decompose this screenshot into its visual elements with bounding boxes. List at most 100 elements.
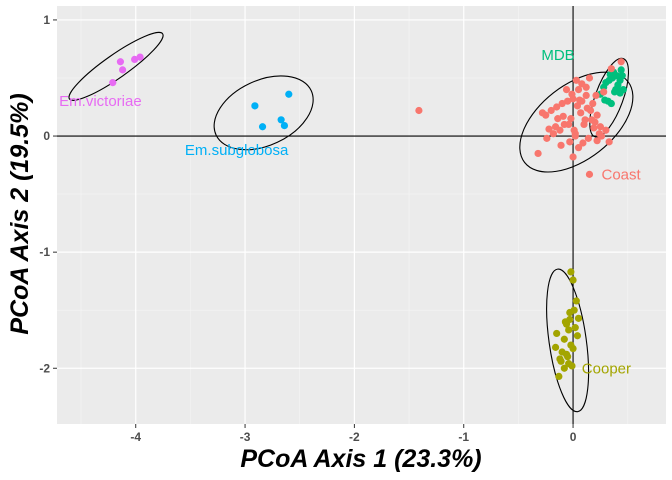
data-point: [596, 123, 604, 131]
data-point: [557, 357, 565, 365]
data-point: [571, 324, 579, 332]
data-point: [285, 90, 293, 98]
data-point: [566, 138, 574, 146]
data-point: [116, 58, 125, 66]
data-point: [560, 335, 568, 343]
x-axis-ticks: -4 -3 -2 -1 0: [130, 424, 577, 444]
data-point: [616, 89, 624, 97]
data-point: [557, 141, 565, 149]
data-point: [601, 96, 609, 104]
ellipse-cooper: [546, 268, 590, 413]
data-point: [119, 66, 127, 74]
data-point: [574, 144, 583, 152]
data-point: [584, 134, 592, 142]
x-tick-label: -1: [458, 430, 469, 444]
x-tick-label: -4: [130, 430, 141, 444]
x-tick-label: -3: [240, 430, 251, 444]
data-point: [569, 344, 577, 353]
data-point: [568, 90, 576, 98]
data-point: [553, 103, 561, 111]
data-point: [551, 123, 560, 131]
data-point: [581, 116, 589, 124]
ellipse-em-victoriae: [68, 31, 164, 101]
data-point: [547, 106, 555, 115]
data-point: [554, 115, 562, 123]
data-point: [553, 329, 561, 338]
data-point: [602, 126, 610, 134]
data-point: [565, 120, 573, 129]
reference-lines: [57, 6, 666, 424]
data-point: [415, 106, 423, 115]
data-point: [555, 372, 563, 380]
data-point: [595, 130, 603, 138]
data-point: [617, 66, 625, 74]
data-point: [573, 102, 582, 110]
data-point: [568, 362, 576, 370]
data-point: [572, 297, 580, 305]
data-point: [592, 91, 600, 100]
data-point: [562, 86, 571, 94]
data-point: [569, 153, 577, 161]
data-point: [574, 86, 583, 94]
data-point: [567, 268, 575, 276]
data-point: [251, 102, 259, 110]
data-point: [566, 315, 574, 324]
data-point: [563, 97, 572, 105]
ellipse-coast: [519, 71, 634, 173]
data-point: [569, 276, 577, 284]
data-point: [567, 115, 575, 123]
ellipse-em-subglobosa: [213, 75, 314, 151]
group-label: Em.victoriae: [59, 93, 142, 110]
group-ellipses: [68, 31, 634, 413]
data-point: [579, 139, 587, 147]
data-point: [607, 99, 615, 108]
data-point: [600, 88, 608, 96]
y-axis-ticks: -2 -1 0 1: [39, 13, 57, 375]
data-point: [582, 91, 590, 100]
data-point: [258, 123, 267, 131]
data-point: [593, 111, 601, 119]
data-point: [618, 72, 626, 80]
data-point: [588, 116, 596, 124]
data-point: [589, 99, 597, 108]
data-point: [277, 116, 285, 124]
data-point: [583, 104, 591, 112]
x-tick-label: 0: [570, 430, 577, 444]
panel-background: [57, 6, 666, 424]
data-point: [582, 83, 590, 91]
plot-panel: [57, 6, 666, 424]
data-points: [109, 53, 627, 380]
data-point: [280, 121, 289, 130]
y-tick-label: -1: [39, 245, 50, 259]
data-point: [562, 350, 571, 358]
data-point: [570, 306, 578, 314]
group-label: Coast: [601, 166, 641, 183]
data-point: [590, 124, 598, 132]
data-point: [565, 326, 573, 334]
data-point: [607, 65, 615, 73]
data-point: [573, 332, 582, 340]
x-axis-title: PCoA Axis 1 (23.3%): [240, 445, 481, 473]
data-point: [605, 138, 613, 146]
data-point: [585, 74, 594, 82]
data-point: [559, 112, 567, 120]
data-point: [574, 314, 583, 322]
group-label: MDB: [541, 47, 574, 64]
y-tick-label: -2: [39, 361, 50, 375]
data-point: [572, 76, 580, 84]
data-point: [571, 130, 579, 138]
data-point: [136, 53, 144, 61]
group-labels: Em.victoriae Em.subglobosa MDB Coast Cooper: [59, 47, 641, 377]
data-point: [543, 134, 551, 142]
group-label: Em.subglobosa: [185, 142, 289, 159]
data-point: [131, 55, 139, 64]
group-label: Cooper: [582, 360, 631, 377]
data-point: [593, 137, 601, 145]
data-point: [577, 109, 585, 117]
data-point: [109, 79, 117, 87]
data-point: [545, 125, 553, 133]
x-tick-label: -2: [349, 430, 360, 444]
data-point: [558, 99, 566, 108]
data-point: [538, 109, 547, 117]
